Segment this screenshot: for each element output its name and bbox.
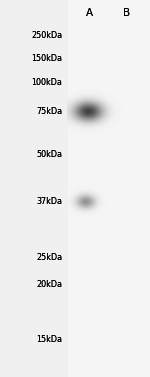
Text: 37kDa: 37kDa — [36, 197, 62, 206]
Text: 250kDa: 250kDa — [31, 31, 62, 40]
Text: 150kDa: 150kDa — [31, 54, 62, 63]
Text: 25kDa: 25kDa — [36, 253, 62, 262]
FancyBboxPatch shape — [68, 0, 150, 377]
Text: A: A — [86, 8, 93, 18]
Text: 100kDa: 100kDa — [31, 78, 62, 87]
Text: 100kDa: 100kDa — [31, 78, 62, 87]
Text: B: B — [123, 8, 130, 18]
Text: 150kDa: 150kDa — [31, 54, 62, 63]
Text: 37kDa: 37kDa — [36, 197, 62, 206]
Text: 75kDa: 75kDa — [36, 107, 62, 116]
Text: 15kDa: 15kDa — [36, 335, 62, 344]
Text: 20kDa: 20kDa — [36, 280, 62, 289]
Text: B: B — [123, 8, 130, 18]
Text: 75kDa: 75kDa — [36, 107, 62, 116]
Text: A: A — [86, 8, 93, 18]
Text: 20kDa: 20kDa — [36, 280, 62, 289]
Text: 50kDa: 50kDa — [36, 150, 62, 159]
Text: 25kDa: 25kDa — [36, 253, 62, 262]
FancyBboxPatch shape — [0, 0, 67, 377]
Text: 250kDa: 250kDa — [31, 31, 62, 40]
Text: 15kDa: 15kDa — [36, 335, 62, 344]
Text: 50kDa: 50kDa — [36, 150, 62, 159]
